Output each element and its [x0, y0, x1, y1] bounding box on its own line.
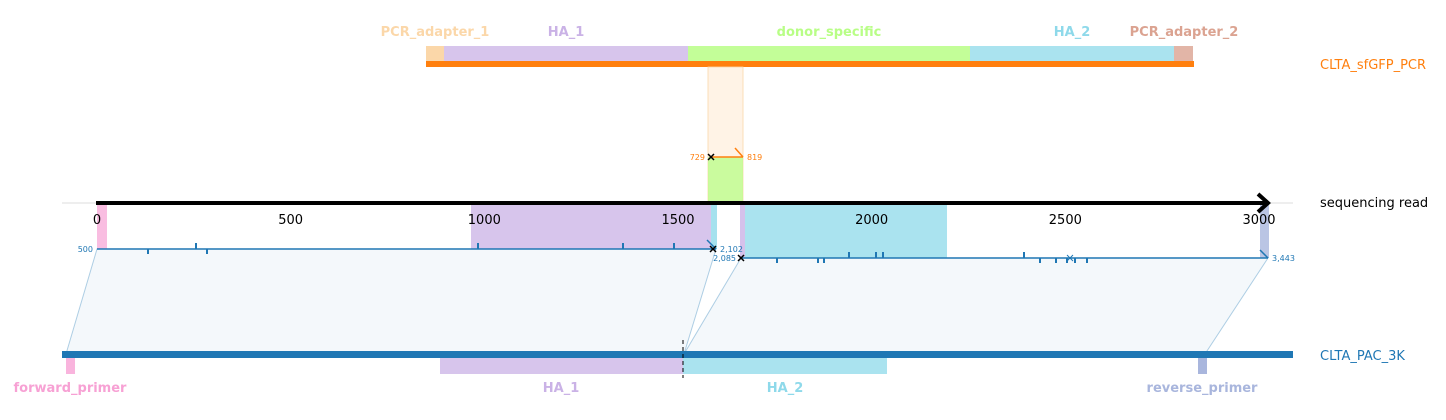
read-band-ha-2-left [740, 203, 745, 258]
top-track: PCR_adapter_1 HA_1 donor_specific HA_2 P… [381, 25, 1426, 73]
read-band-forward-primer [97, 203, 107, 249]
segment-2-small-x [1066, 254, 1074, 262]
read-axis-tick-label: 3000 [1242, 213, 1275, 228]
bottom-feature-ha-2 [683, 358, 887, 374]
read-axis-ticks: 0 500 1000 1500 2000 2500 3000 [93, 213, 1276, 228]
read-axis-arrowhead [1256, 192, 1271, 214]
read-axis-tick-label: 1500 [661, 213, 694, 228]
segment-1-projection [65, 248, 717, 355]
read-track: 0 500 1000 1500 2000 2500 3000 sequencing read [62, 192, 1428, 258]
read-band-ha-1-tail [711, 203, 717, 249]
top-alignment-end-label: 819 [747, 153, 762, 162]
top-alignment-start-marker [707, 153, 715, 161]
top-feature-pcr-adapter-2 [1174, 46, 1193, 62]
top-feature-label-donor-specific: donor_specific [777, 25, 882, 40]
bottom-feature-label-ha-2: HA_2 [767, 381, 804, 396]
read-band-ha-2 [745, 203, 947, 258]
read-axis-tick-label: 500 [278, 213, 303, 228]
bottom-track-label: CLTA_PAC_3K [1320, 349, 1405, 364]
read-donor-block [708, 157, 743, 203]
top-track-bar [426, 61, 1194, 67]
bottom-feature-label-reverse-primer: reverse_primer [1147, 381, 1259, 396]
top-feature-donor-specific [688, 46, 970, 62]
top-feature-label-pcr-adapter-1: PCR_adapter_1 [381, 25, 490, 40]
bottom-feature-forward-primer [66, 358, 75, 374]
top-feature-label-pcr-adapter-2: PCR_adapter_2 [1130, 25, 1239, 40]
top-alignment-arrowhead [734, 147, 744, 158]
segment-1-end-label: 2,102 [720, 245, 743, 254]
read-axis-tick-label: 1000 [468, 213, 501, 228]
top-track-label: CLTA_sfGFP_PCR [1320, 58, 1426, 73]
bottom-feature-reverse-primer [1198, 358, 1207, 374]
top-alignment-start-label: 729 [690, 153, 705, 162]
bottom-feature-label-forward-primer: forward_primer [14, 381, 128, 396]
segment-2-arrowhead [1259, 249, 1269, 259]
segment-1-start-label: 500 [78, 245, 93, 254]
bottom-feature-ha-1 [440, 358, 683, 374]
read-alignment-segments: 500 2,102 2,085 3,443 [65, 239, 1295, 355]
segment-2-start-marker [737, 254, 745, 262]
bottom-track: forward_primer HA_1 HA_2 reverse_primer … [14, 340, 1405, 396]
segment-1-mismatches [147, 243, 675, 254]
read-axis-tick-label: 0 [93, 213, 101, 228]
read-band-reverse-primer [1260, 203, 1269, 258]
top-feature-label-ha-1: HA_1 [548, 25, 585, 40]
read-axis-tick-label: 2500 [1049, 213, 1082, 228]
read-track-label: sequencing read [1320, 196, 1428, 211]
read-axis-tick-label: 2000 [855, 213, 888, 228]
segment-2-start-label: 2,085 [713, 254, 736, 263]
bottom-track-bar [62, 351, 1293, 358]
segment-2-projection [683, 257, 1269, 355]
segment-1-end-marker [709, 245, 717, 253]
top-feature-ha-2 [970, 46, 1174, 62]
top-feature-label-ha-2: HA_2 [1054, 25, 1091, 40]
segment-2-end-label: 3,443 [1272, 254, 1295, 263]
top-feature-ha-1 [444, 46, 688, 62]
read-band-ha-1 [471, 203, 711, 249]
top-alignment-connector: 729 819 [690, 66, 762, 204]
bottom-feature-label-ha-1: HA_1 [543, 381, 580, 396]
segment-2-mismatches [776, 252, 1088, 263]
top-feature-pcr-adapter-1 [426, 46, 444, 62]
